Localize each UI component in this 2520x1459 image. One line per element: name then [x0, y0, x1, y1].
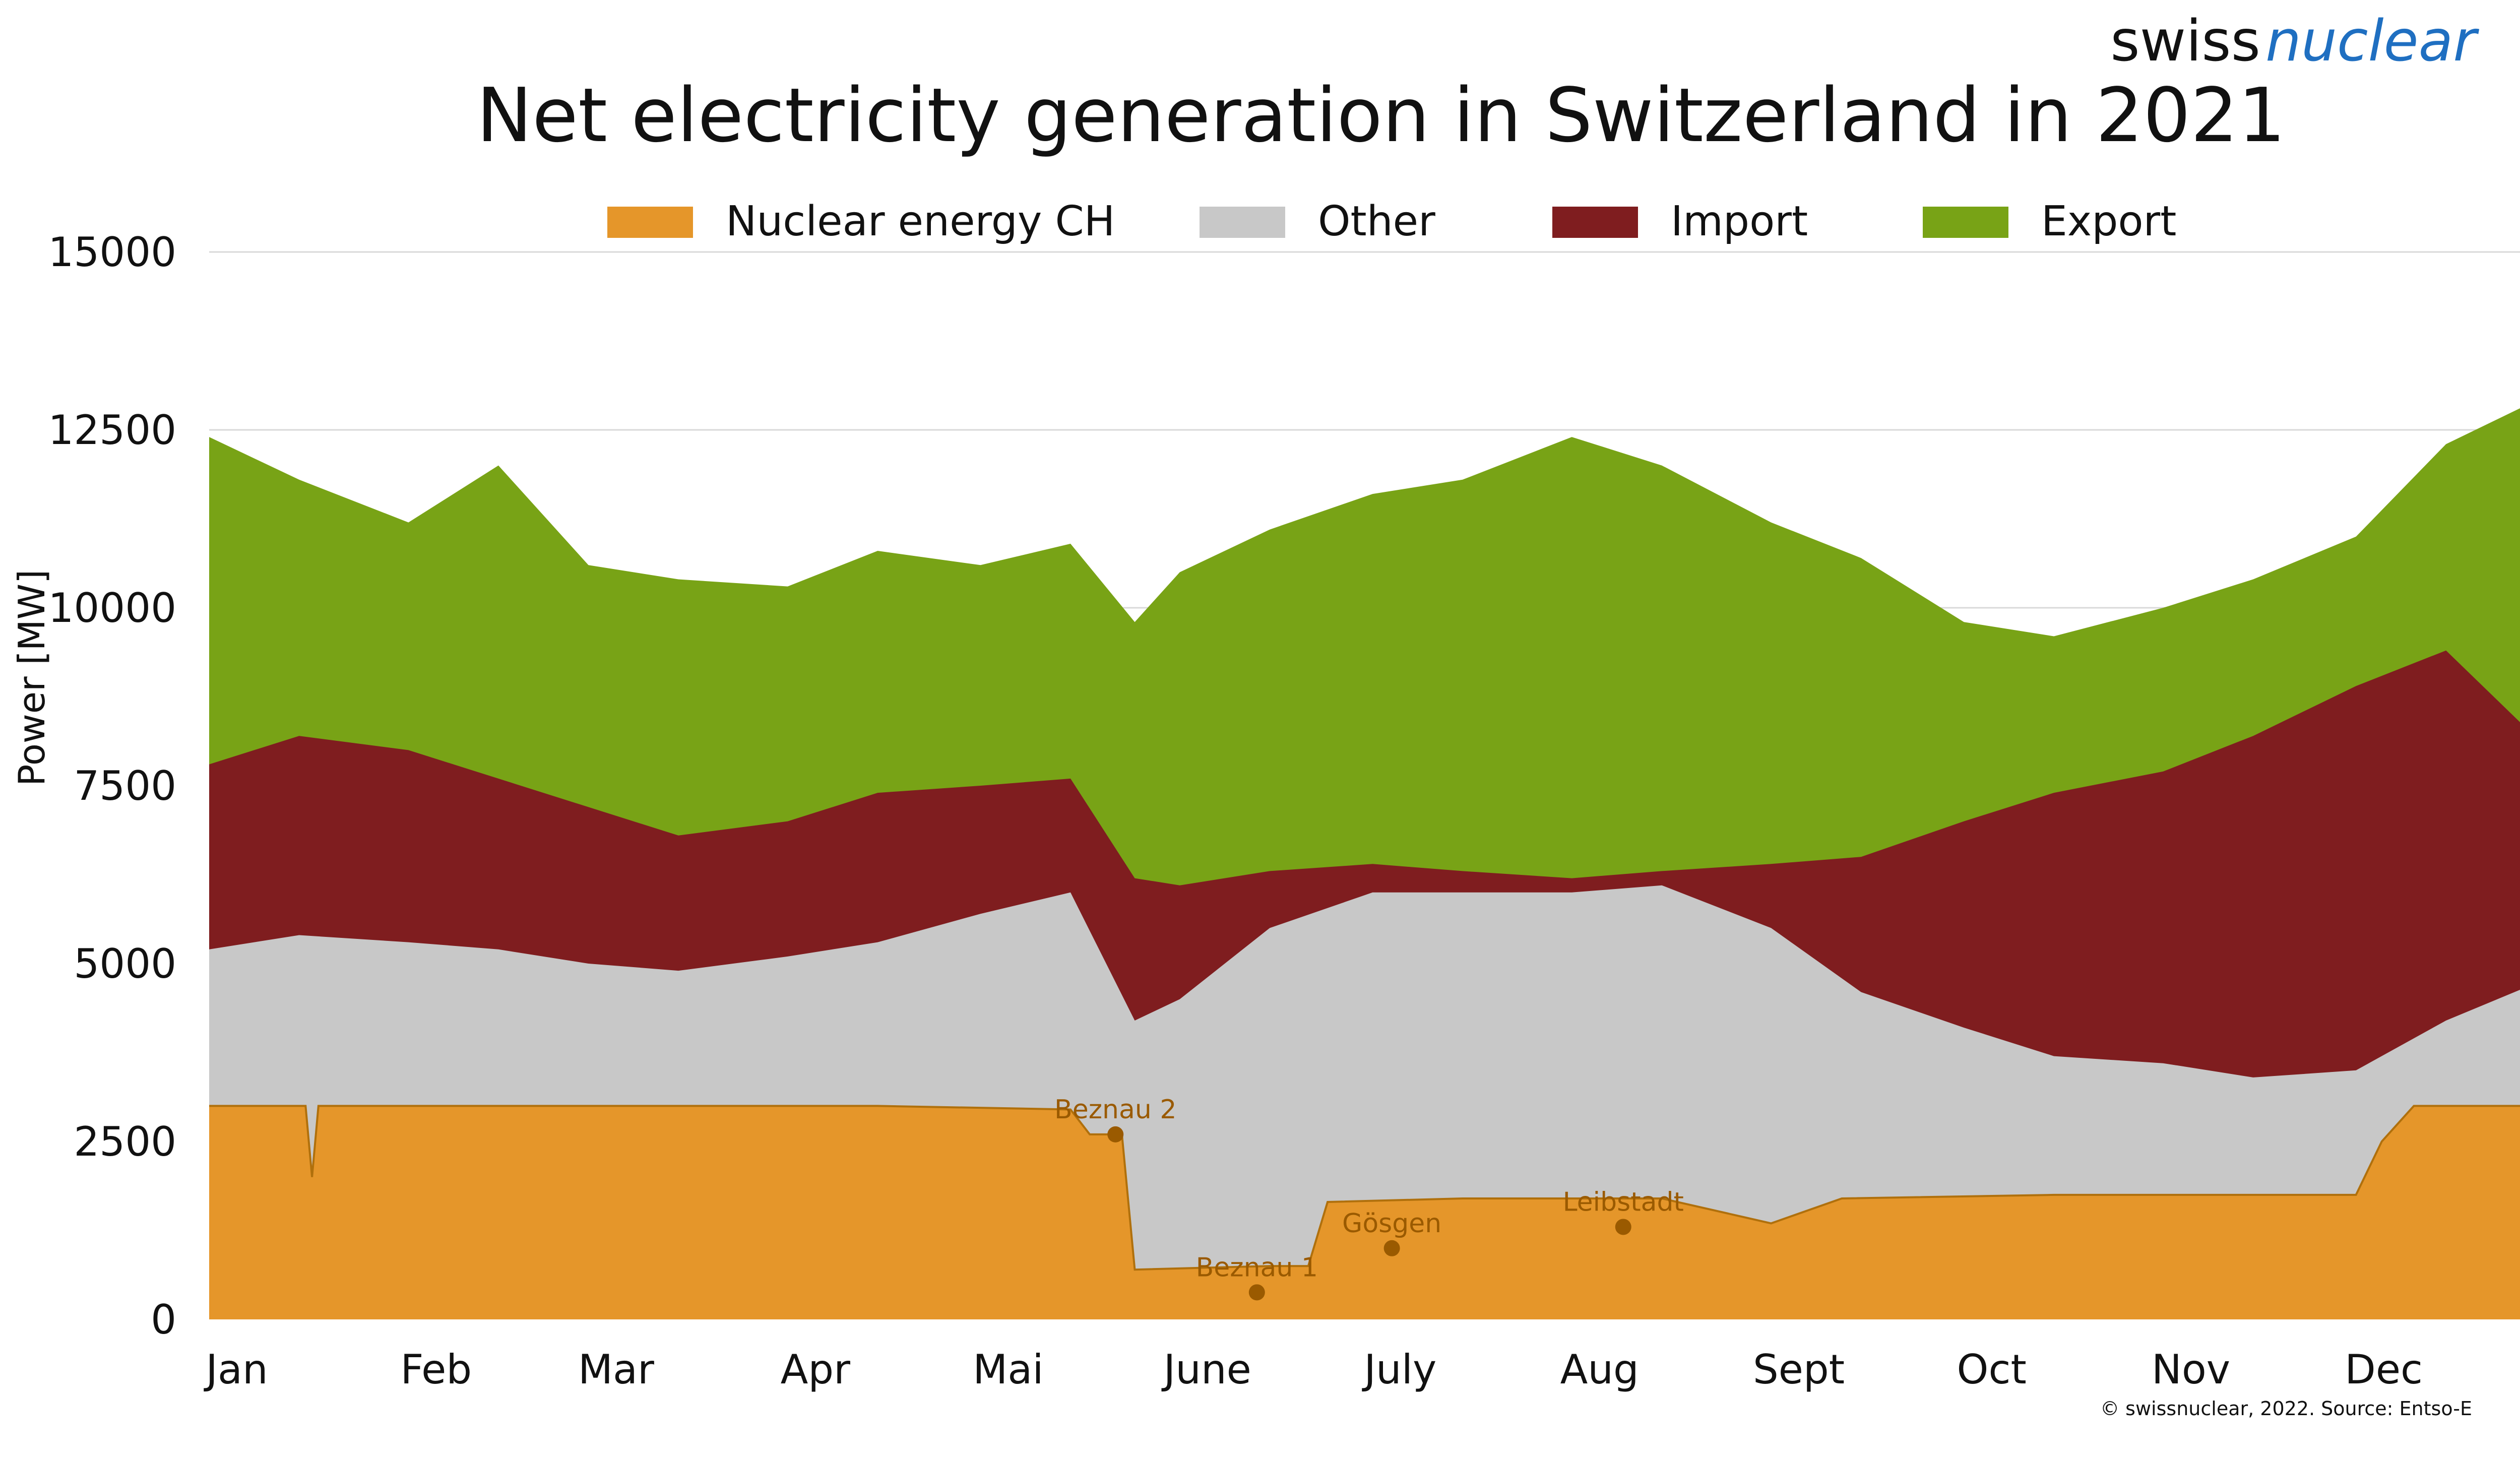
- x-tick-label-dec: Dec: [2345, 1346, 2423, 1393]
- annotation-marker-leibstadt: [1615, 1219, 1631, 1235]
- source-credit: © swissnuclear, 2022. Source: Entso-E: [2100, 1398, 2472, 1420]
- legend-swatch-nuclear: [607, 207, 693, 238]
- legend: Nuclear energy CH Other Import Export: [607, 198, 2176, 245]
- area-nuclear: [209, 1106, 2520, 1319]
- annotation-label-beznau-2: Beznau 2: [1054, 1095, 1176, 1125]
- x-tick-label-apr: Apr: [781, 1346, 851, 1393]
- x-tick-label-aug: Aug: [1560, 1346, 1639, 1393]
- annotation-label-beznau-1: Beznau 1: [1196, 1252, 1318, 1283]
- line-nuclear: [209, 1105, 2520, 1271]
- legend-swatch-import: [1552, 207, 1638, 238]
- swissnuclear-logo: swiss nuclear: [2110, 9, 2479, 74]
- y-tick-label-2500: 2500: [74, 1118, 176, 1165]
- legend-label-export: Export: [2041, 198, 2176, 245]
- x-tick-label-jan: Jan: [203, 1346, 268, 1393]
- x-tick-label-oct: Oct: [1957, 1346, 2027, 1393]
- x-tick-layer: Jan Feb Mar Apr Mai June July Aug Sept Oct Nov Dec: [203, 1346, 2423, 1393]
- logo-nuclear-text: nuclear: [2265, 9, 2479, 74]
- x-tick-label-nov: Nov: [2152, 1346, 2230, 1393]
- y-tick-label-0: 0: [151, 1296, 176, 1343]
- legend-label-nuclear: Nuclear energy CH: [726, 198, 1115, 245]
- annotation-label-g-sgen: Gösgen: [1342, 1209, 1441, 1239]
- legend-swatch-other: [1200, 207, 1285, 238]
- y-axis-label: Power [MW]: [11, 569, 53, 786]
- logo-swiss-text: swiss: [2110, 9, 2260, 74]
- annotation-label-leibstadt: Leibstadt: [1563, 1187, 1684, 1217]
- x-tick-label-mar: Mar: [578, 1346, 654, 1393]
- legend-swatch-export: [1923, 207, 2008, 238]
- x-tick-label-mai: Mai: [973, 1346, 1043, 1393]
- legend-label-other: Other: [1318, 198, 1435, 245]
- x-tick-label-june: June: [1161, 1346, 1251, 1393]
- y-tick-label-5000: 5000: [74, 940, 176, 987]
- y-tick-label-10000: 10000: [48, 585, 177, 631]
- x-tick-label-july: July: [1361, 1346, 1436, 1393]
- annotation-layer: Beznau 2 Beznau 1 Gösgen Leibstadt: [1054, 1095, 1684, 1301]
- annotation-marker-beznau-2: [1107, 1126, 1124, 1143]
- x-tick-label-feb: Feb: [401, 1346, 472, 1393]
- x-tick-label-sept: Sept: [1753, 1346, 1845, 1393]
- y-tick-label-12500: 12500: [48, 407, 177, 454]
- chart-title: Net electricity generation in Switzerlan…: [476, 72, 2285, 159]
- annotation-marker-g-sgen: [1383, 1240, 1400, 1256]
- annotation-marker-beznau-1: [1248, 1284, 1265, 1301]
- legend-label-import: Import: [1671, 198, 1808, 245]
- y-tick-layer: 0 2500 5000 7500 10000 12500 15000: [48, 229, 177, 1343]
- area-layer: [209, 408, 2520, 1319]
- y-tick-label-7500: 7500: [74, 763, 176, 809]
- y-tick-label-15000: 15000: [48, 229, 177, 276]
